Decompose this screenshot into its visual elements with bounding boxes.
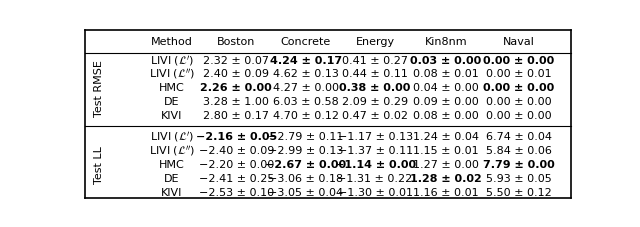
Text: 0.00 ± 0.00: 0.00 ± 0.00	[483, 83, 555, 93]
Text: Method: Method	[151, 37, 193, 47]
Text: −3.05 ± 0.04: −3.05 ± 0.04	[268, 187, 343, 197]
Text: 0.09 ± 0.00: 0.09 ± 0.00	[413, 96, 479, 106]
Text: −3.06 ± 0.18: −3.06 ± 0.18	[268, 173, 343, 183]
Text: HMC: HMC	[159, 83, 184, 93]
Text: 2.80 ± 0.17: 2.80 ± 0.17	[204, 110, 269, 120]
Text: Energy: Energy	[356, 37, 395, 47]
Text: 0.41 ± 0.27: 0.41 ± 0.27	[342, 55, 408, 65]
Text: 0.00 ± 0.00: 0.00 ± 0.00	[486, 96, 552, 106]
Text: 2.09 ± 0.29: 2.09 ± 0.29	[342, 96, 408, 106]
Text: 1.16 ± 0.01: 1.16 ± 0.01	[413, 187, 479, 197]
Text: 1.28 ± 0.02: 1.28 ± 0.02	[410, 173, 482, 183]
Text: 4.24 ± 0.17: 4.24 ± 0.17	[269, 55, 342, 65]
Text: −2.53 ± 0.10: −2.53 ± 0.10	[198, 187, 274, 197]
Text: Concrete: Concrete	[280, 37, 331, 47]
Text: 2.32 ± 0.07: 2.32 ± 0.07	[204, 55, 269, 65]
Text: −1.31 ± 0.22: −1.31 ± 0.22	[337, 173, 413, 183]
Text: 6.03 ± 0.58: 6.03 ± 0.58	[273, 96, 339, 106]
Text: −1.17 ± 0.13: −1.17 ± 0.13	[337, 132, 413, 142]
Text: 1.27 ± 0.00: 1.27 ± 0.00	[413, 159, 479, 169]
Text: KIVI: KIVI	[161, 110, 182, 120]
Text: DE: DE	[164, 96, 179, 106]
Text: 5.50 ± 0.12: 5.50 ± 0.12	[486, 187, 552, 197]
Text: 0.38 ± 0.00: 0.38 ± 0.00	[339, 83, 411, 93]
Text: −2.41 ± 0.25: −2.41 ± 0.25	[198, 173, 274, 183]
Text: 0.08 ± 0.01: 0.08 ± 0.01	[413, 69, 479, 79]
Text: 7.79 ± 0.00: 7.79 ± 0.00	[483, 159, 555, 169]
Text: 4.70 ± 0.12: 4.70 ± 0.12	[273, 110, 339, 120]
Text: 0.00 ± 0.00: 0.00 ± 0.00	[486, 110, 552, 120]
Text: −1.30 ± 0.01: −1.30 ± 0.01	[338, 187, 413, 197]
Text: Naval: Naval	[503, 37, 535, 47]
Text: LIVI ($\mathcal{L}^{\prime\prime}$): LIVI ($\mathcal{L}^{\prime\prime}$)	[148, 67, 195, 81]
Text: −2.99 ± 0.13: −2.99 ± 0.13	[268, 146, 344, 155]
Text: 0.08 ± 0.00: 0.08 ± 0.00	[413, 110, 479, 120]
Text: 4.27 ± 0.00: 4.27 ± 0.00	[273, 83, 339, 93]
Text: 5.84 ± 0.06: 5.84 ± 0.06	[486, 146, 552, 155]
Text: −2.16 ± 0.05: −2.16 ± 0.05	[196, 132, 277, 142]
Text: 1.15 ± 0.01: 1.15 ± 0.01	[413, 146, 479, 155]
Text: 0.00 ± 0.00: 0.00 ± 0.00	[483, 55, 555, 65]
Text: 2.40 ± 0.09: 2.40 ± 0.09	[204, 69, 269, 79]
Text: −1.37 ± 0.11: −1.37 ± 0.11	[337, 146, 413, 155]
Text: 5.93 ± 0.05: 5.93 ± 0.05	[486, 173, 552, 183]
Text: 0.03 ± 0.00: 0.03 ± 0.00	[410, 55, 482, 65]
Text: −2.67 ± 0.00: −2.67 ± 0.00	[265, 159, 346, 169]
Text: Boston: Boston	[217, 37, 255, 47]
Text: −2.40 ± 0.09: −2.40 ± 0.09	[198, 146, 274, 155]
Text: 3.28 ± 1.00: 3.28 ± 1.00	[204, 96, 269, 106]
Text: Test RMSE: Test RMSE	[94, 59, 104, 116]
Text: 0.00 ± 0.01: 0.00 ± 0.01	[486, 69, 552, 79]
Text: −2.79 ± 0.11: −2.79 ± 0.11	[268, 132, 344, 142]
Text: 4.62 ± 0.13: 4.62 ± 0.13	[273, 69, 339, 79]
Text: LIVI ($\mathcal{L}^{\prime}$): LIVI ($\mathcal{L}^{\prime}$)	[150, 53, 194, 67]
Text: LIVI ($\mathcal{L}^{\prime\prime}$): LIVI ($\mathcal{L}^{\prime\prime}$)	[148, 143, 195, 158]
Text: 0.47 ± 0.02: 0.47 ± 0.02	[342, 110, 408, 120]
Text: 6.74 ± 0.04: 6.74 ± 0.04	[486, 132, 552, 142]
Text: −2.20 ± 0.00: −2.20 ± 0.00	[198, 159, 274, 169]
Text: LIVI ($\mathcal{L}^{\prime}$): LIVI ($\mathcal{L}^{\prime}$)	[150, 130, 194, 144]
Text: HMC: HMC	[159, 159, 184, 169]
Text: 2.26 ± 0.00: 2.26 ± 0.00	[200, 83, 272, 93]
Text: 0.04 ± 0.00: 0.04 ± 0.00	[413, 83, 479, 93]
Text: DE: DE	[164, 173, 179, 183]
Text: 1.24 ± 0.04: 1.24 ± 0.04	[413, 132, 479, 142]
Text: KIVI: KIVI	[161, 187, 182, 197]
Text: Test LL: Test LL	[94, 145, 104, 183]
Text: −1.14 ± 0.00: −1.14 ± 0.00	[335, 159, 416, 169]
Text: Kin8nm: Kin8nm	[425, 37, 467, 47]
Text: 0.44 ± 0.11: 0.44 ± 0.11	[342, 69, 408, 79]
